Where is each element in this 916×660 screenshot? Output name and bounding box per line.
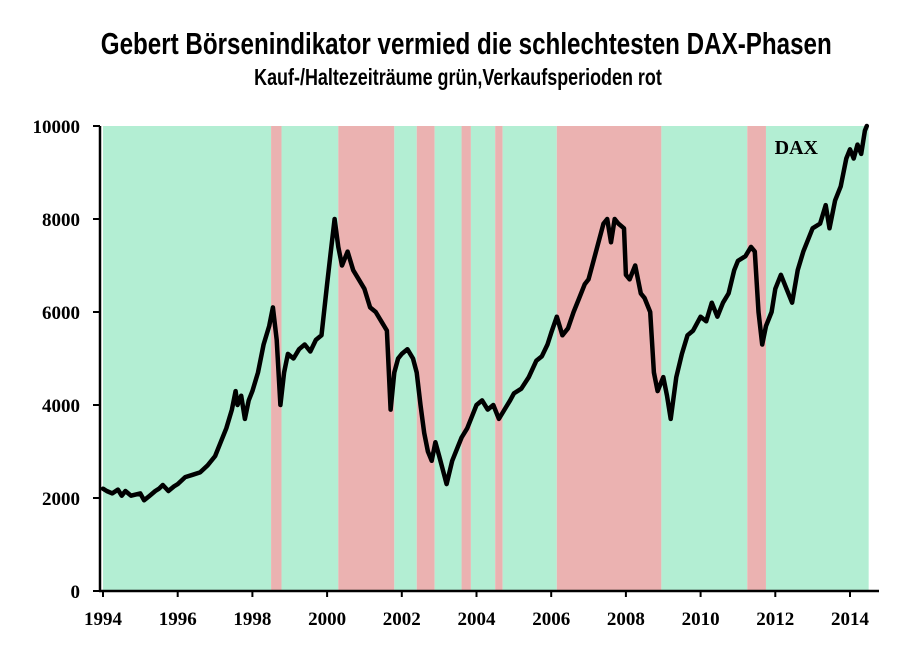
dax-series-line bbox=[100, 123, 870, 503]
buy-band-6 bbox=[434, 126, 462, 591]
tick-labels: 0 2000 4000 6000 8000 10000 1994 1996 1998 2000 20… bbox=[33, 117, 870, 630]
x-tick-label: 2000 bbox=[308, 609, 346, 630]
y-tick-label: 4000 bbox=[42, 396, 80, 417]
sell-band-9 bbox=[495, 126, 503, 591]
buy-band-4 bbox=[394, 126, 417, 591]
x-tick-label: 1996 bbox=[159, 609, 197, 630]
y-tick-label: 8000 bbox=[42, 210, 80, 231]
buy-band-14 bbox=[765, 126, 869, 591]
x-tick-label: 2004 bbox=[458, 609, 497, 630]
y-tick-label: 10000 bbox=[33, 117, 81, 138]
x-tick-label: 2010 bbox=[682, 609, 720, 630]
y-tick-label: 0 bbox=[71, 582, 81, 603]
buy-band-0 bbox=[103, 126, 272, 591]
sell-band-3 bbox=[338, 126, 395, 591]
x-tick-label: 1994 bbox=[84, 609, 123, 630]
sell-band-11 bbox=[556, 126, 662, 591]
buy-band-8 bbox=[470, 126, 496, 591]
signal-bands bbox=[103, 126, 869, 591]
x-tick-label: 2006 bbox=[532, 609, 570, 630]
sell-band-13 bbox=[747, 126, 766, 591]
x-tick-label: 2002 bbox=[383, 609, 421, 630]
axes bbox=[93, 125, 879, 597]
x-tick-label: 2012 bbox=[756, 609, 794, 630]
y-tick-label: 6000 bbox=[42, 303, 80, 324]
sell-band-7 bbox=[461, 126, 471, 591]
chart-title: Gebert Börsenindikator vermied die schle… bbox=[100, 26, 832, 61]
x-tick-label: 1998 bbox=[233, 609, 271, 630]
buy-band-12 bbox=[661, 126, 748, 591]
buy-band-10 bbox=[502, 126, 557, 591]
x-tick-label: 2008 bbox=[607, 609, 645, 630]
series-layer bbox=[100, 123, 870, 503]
y-tick-label: 2000 bbox=[42, 489, 80, 510]
x-tick-label: 2014 bbox=[831, 609, 870, 630]
chart-subtitle: Kauf-/Haltezeiträume grün,Verkaufsperiod… bbox=[254, 64, 662, 90]
sell-band-5 bbox=[416, 126, 435, 591]
dax-series-label: DAX bbox=[775, 137, 819, 159]
